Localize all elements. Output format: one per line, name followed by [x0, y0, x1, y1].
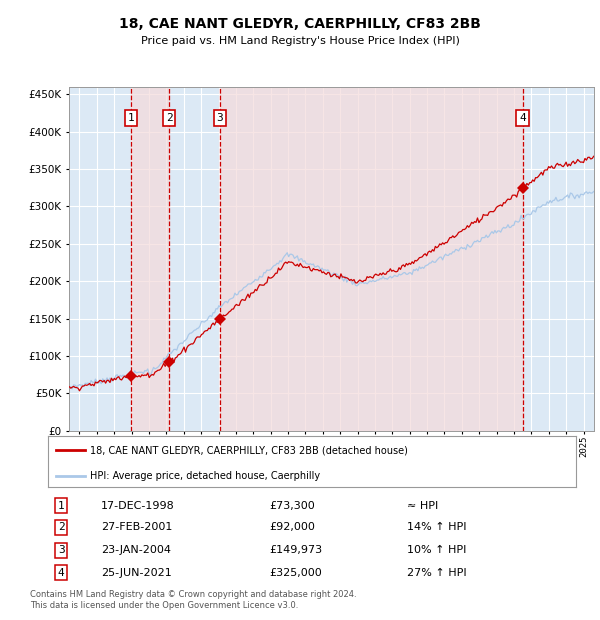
Text: £325,000: £325,000 — [270, 568, 323, 578]
Text: £92,000: £92,000 — [270, 523, 316, 533]
Text: Price paid vs. HM Land Registry's House Price Index (HPI): Price paid vs. HM Land Registry's House … — [140, 36, 460, 46]
Text: 4: 4 — [58, 568, 65, 578]
Text: 18, CAE NANT GLEDYR, CAERPHILLY, CF83 2BB (detached house): 18, CAE NANT GLEDYR, CAERPHILLY, CF83 2B… — [90, 445, 408, 455]
Text: 4: 4 — [519, 113, 526, 123]
Text: HPI: Average price, detached house, Caerphilly: HPI: Average price, detached house, Caer… — [90, 471, 320, 480]
Text: 25-JUN-2021: 25-JUN-2021 — [101, 568, 172, 578]
Text: £73,300: £73,300 — [270, 501, 316, 511]
Text: 2: 2 — [58, 523, 65, 533]
Text: 17-DEC-1998: 17-DEC-1998 — [101, 501, 175, 511]
Text: 1: 1 — [128, 113, 134, 123]
Text: £149,973: £149,973 — [270, 545, 323, 555]
Text: 3: 3 — [217, 113, 223, 123]
Text: 3: 3 — [58, 545, 65, 555]
Text: 18, CAE NANT GLEDYR, CAERPHILLY, CF83 2BB: 18, CAE NANT GLEDYR, CAERPHILLY, CF83 2B… — [119, 17, 481, 32]
Text: 1: 1 — [58, 501, 65, 511]
Bar — [131, 87, 169, 431]
Text: 10% ↑ HPI: 10% ↑ HPI — [407, 545, 466, 555]
Text: 27% ↑ HPI: 27% ↑ HPI — [407, 568, 467, 578]
Text: 14% ↑ HPI: 14% ↑ HPI — [407, 523, 467, 533]
Text: ≈ HPI: ≈ HPI — [407, 501, 438, 511]
Text: 23-JAN-2004: 23-JAN-2004 — [101, 545, 171, 555]
Bar — [220, 87, 523, 431]
Text: 2: 2 — [166, 113, 173, 123]
Text: 27-FEB-2001: 27-FEB-2001 — [101, 523, 172, 533]
Text: Contains HM Land Registry data © Crown copyright and database right 2024.: Contains HM Land Registry data © Crown c… — [30, 590, 356, 600]
Text: This data is licensed under the Open Government Licence v3.0.: This data is licensed under the Open Gov… — [30, 601, 298, 611]
